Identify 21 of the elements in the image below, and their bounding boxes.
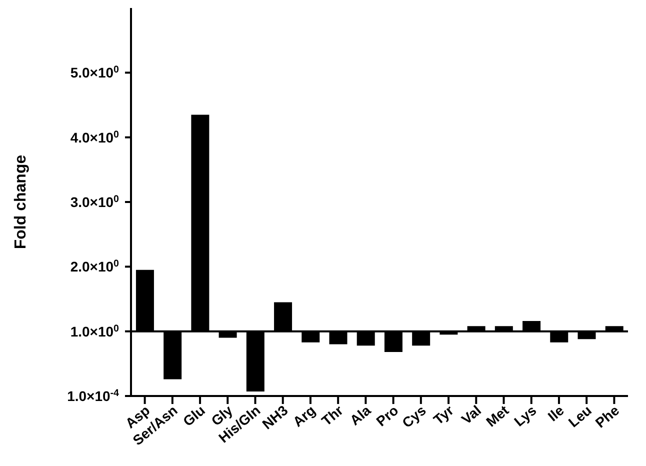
y-tick-label: 1.0×10$^{0}$: [70, 322, 120, 340]
x-tick-label: Val: [458, 402, 484, 428]
y-axis-title: Fold change: [12, 154, 30, 250]
x-tick-label: Leu: [565, 402, 595, 430]
x-tick-label: Cys: [398, 402, 430, 431]
x-tick-label: Tyr: [430, 402, 457, 428]
x-tick-label: Phe: [592, 402, 622, 431]
x-tick-label: Lys: [510, 402, 540, 430]
y-tick-label: 4.0×10$^{0}$: [70, 128, 120, 146]
x-tick-label: NH3: [259, 402, 291, 432]
x-tick-label: Pro: [373, 402, 402, 430]
x-tick-label: Thr: [318, 402, 346, 429]
x-tick-label: Ala: [346, 402, 374, 428]
y-tick-label: 2.0×10$^{0}$: [70, 258, 120, 275]
x-tick-label: Ile: [544, 402, 568, 424]
y-tick-label: 1.0×10$^{-4}$: [67, 388, 120, 404]
y-tick-label: 5.0×10$^{0}$: [70, 64, 120, 81]
x-tick-label: Met: [482, 402, 512, 430]
x-tick-label: Glu: [180, 402, 208, 430]
y-tick-label: 3.0×10$^{0}$: [70, 194, 120, 210]
x-tick-label: Arg: [290, 402, 318, 430]
